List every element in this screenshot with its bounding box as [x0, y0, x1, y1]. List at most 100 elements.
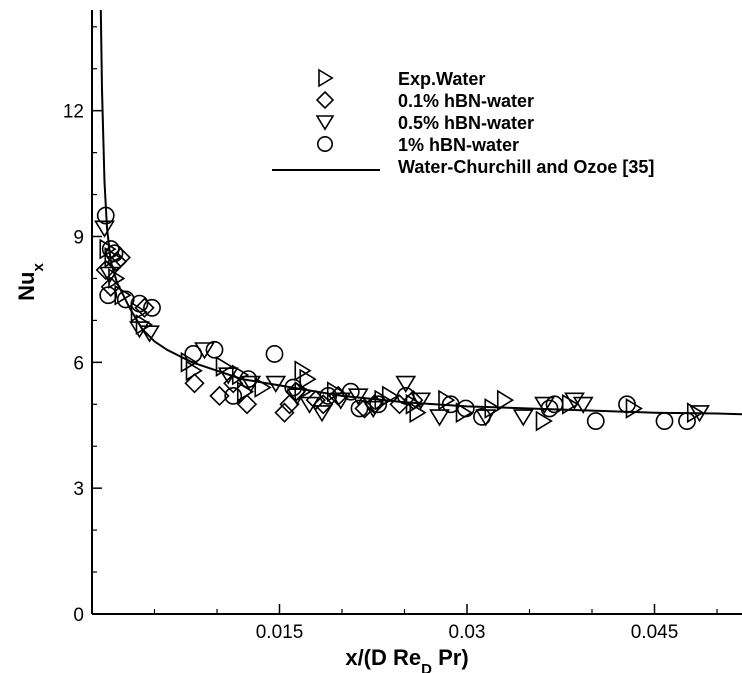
data-point	[678, 412, 696, 430]
data-point	[512, 409, 534, 427]
data-point	[496, 389, 515, 411]
series-circle	[96, 206, 696, 430]
data-point	[129, 321, 150, 339]
legend-marker	[316, 136, 333, 153]
data-point	[265, 345, 284, 363]
data-point	[534, 396, 555, 414]
data-point	[184, 345, 203, 363]
legend-marker	[315, 90, 335, 110]
data-point	[473, 407, 491, 426]
data-point	[286, 388, 308, 406]
legend-label: Exp.Water	[398, 69, 485, 89]
data-point	[99, 266, 120, 284]
data-point	[130, 294, 149, 313]
legend-entry: 0.5% hBN-water	[315, 113, 534, 133]
data-point	[362, 400, 384, 419]
data-point	[180, 351, 198, 373]
y-axis-label: Nux	[14, 263, 47, 301]
data-point	[110, 247, 131, 268]
data-point	[239, 370, 258, 389]
data-point	[236, 394, 258, 415]
legend-marker	[315, 115, 335, 131]
data-point	[224, 386, 243, 405]
data-point	[410, 392, 432, 410]
legend-label: Water-Churchill and Ozoe [35]	[398, 157, 654, 177]
data-point	[284, 378, 303, 397]
data-point	[254, 377, 272, 398]
data-point	[618, 395, 636, 414]
data-point	[105, 244, 124, 263]
x-tick-label: 0.045	[631, 622, 679, 643]
data-point	[396, 386, 415, 405]
legend-label: 0.5% hBN-water	[398, 113, 534, 133]
data-point	[326, 381, 345, 403]
legend-label: 1% hBN-water	[398, 135, 519, 155]
x-axis-label: x/(D ReD Pr)	[345, 645, 468, 673]
data-point	[313, 394, 334, 415]
data-point	[299, 396, 320, 414]
data-point	[429, 409, 450, 427]
data-point	[369, 395, 388, 414]
data-point	[96, 206, 115, 225]
data-point	[689, 405, 710, 423]
data-point	[409, 402, 427, 424]
data-point	[194, 342, 215, 360]
data-point	[217, 367, 239, 385]
data-point	[99, 286, 118, 305]
axis-labels: x/(D ReD Pr) Nux	[14, 263, 469, 673]
data-point	[294, 360, 312, 382]
legend-entry: Water-Churchill and Ozoe [35]	[272, 157, 654, 177]
data-point	[134, 297, 155, 318]
legend-entry: 0.1% hBN-water	[315, 90, 534, 111]
y-tick-label: 6	[73, 353, 84, 374]
data-point	[330, 392, 352, 410]
data-point	[540, 399, 559, 418]
data-point	[341, 382, 360, 401]
churchill-ozoe-curve	[99, 9, 742, 416]
data-point	[99, 238, 117, 260]
data-point	[116, 290, 135, 309]
data-point	[572, 396, 594, 414]
y-tick-label: 3	[73, 479, 84, 500]
data-point	[350, 399, 369, 418]
data-point	[403, 389, 424, 411]
data-point	[100, 276, 121, 297]
data-point	[381, 385, 400, 407]
x-tick-label: 0.015	[256, 622, 304, 643]
data-point	[205, 340, 224, 359]
data-point	[101, 240, 120, 258]
data-point	[215, 356, 233, 377]
y-tick-label: 12	[63, 102, 84, 123]
data-point	[456, 399, 475, 418]
data-point	[586, 412, 605, 430]
data-point	[274, 402, 295, 423]
data-point	[184, 373, 205, 394]
legend-entry: 1% hBN-water	[316, 135, 519, 155]
axes: 0 3 6 9 12 0.015 0.03 0.045	[63, 10, 742, 643]
legend-entry: Exp.Water	[318, 68, 485, 89]
data-point	[625, 398, 643, 419]
legend-label: 0.1% hBN-water	[398, 91, 534, 111]
legend-marker	[318, 68, 334, 88]
data-points-layer	[94, 206, 710, 432]
data-point	[564, 392, 585, 410]
data-point	[319, 386, 338, 405]
data-point	[265, 375, 287, 393]
y-tick-label: 0	[73, 605, 84, 626]
data-point	[655, 412, 674, 430]
data-point	[94, 220, 115, 238]
data-point	[311, 405, 333, 423]
data-point	[114, 284, 132, 306]
y-tick-label: 9	[73, 228, 84, 249]
data-point	[139, 325, 160, 343]
data-point	[143, 298, 161, 317]
data-point	[395, 375, 417, 393]
data-point	[545, 395, 564, 414]
data-point	[299, 368, 317, 390]
data-point	[535, 410, 553, 432]
series-triangle-down	[94, 220, 710, 427]
data-point	[438, 389, 456, 411]
x-tick-label: 0.03	[449, 622, 486, 643]
